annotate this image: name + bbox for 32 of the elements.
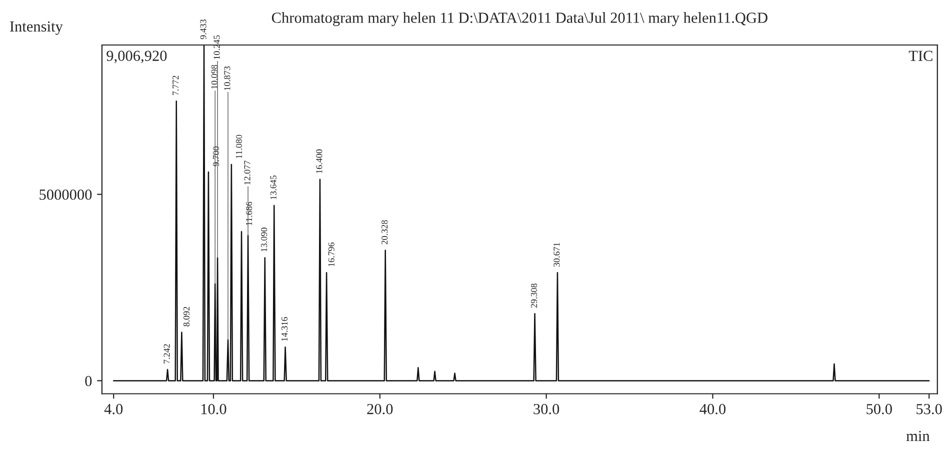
annotation: 8.092 <box>183 306 190 326</box>
chart-title: Chromatogram mary helen 11 D:\DATA\2011 Data\Jul 2011\ mary helen11.QGD <box>272 12 768 26</box>
y-axis-title: Intensity <box>10 21 63 35</box>
annotation: 29.308 <box>530 284 538 308</box>
annotation: 11.080 <box>236 134 242 158</box>
annotation: 16.796 <box>328 242 334 266</box>
annotation: 7.772 <box>172 76 179 96</box>
annotation: 16.400 <box>316 149 322 174</box>
x-tick-label: 40.0 <box>700 404 726 414</box>
y-tick-label: 0 <box>85 376 92 386</box>
x-tick-label: 30.0 <box>534 404 560 414</box>
annotation: 30.671 <box>554 242 560 267</box>
annotation: 9,006,920 <box>106 50 167 64</box>
x-tick-label: 50.0 <box>866 404 892 414</box>
x-axis-title: min <box>906 430 930 441</box>
annotation: 10.098 <box>211 64 218 89</box>
annotation: 13.645 <box>270 176 276 200</box>
x-tick-label: 53.0 <box>916 404 942 414</box>
annotation: TIC <box>908 50 932 61</box>
annotation: 9.433 <box>200 19 206 40</box>
x-tick-label: 20.0 <box>367 404 393 414</box>
y-tick-label: 5000000 <box>40 189 92 200</box>
annotation: 10.873 <box>224 66 230 90</box>
annotation: 13.090 <box>261 228 268 252</box>
annotation: 20.328 <box>382 220 388 244</box>
annotation: 9.700 <box>212 146 220 166</box>
annotation: 7.242 <box>164 344 170 364</box>
x-tick-label: 4.0 <box>104 404 123 414</box>
annotation: 14.316 <box>281 317 288 341</box>
annotation: 12.077 <box>244 160 250 184</box>
x-tick-label: 10.0 <box>201 404 226 414</box>
annotation: 11.686 <box>246 202 252 226</box>
